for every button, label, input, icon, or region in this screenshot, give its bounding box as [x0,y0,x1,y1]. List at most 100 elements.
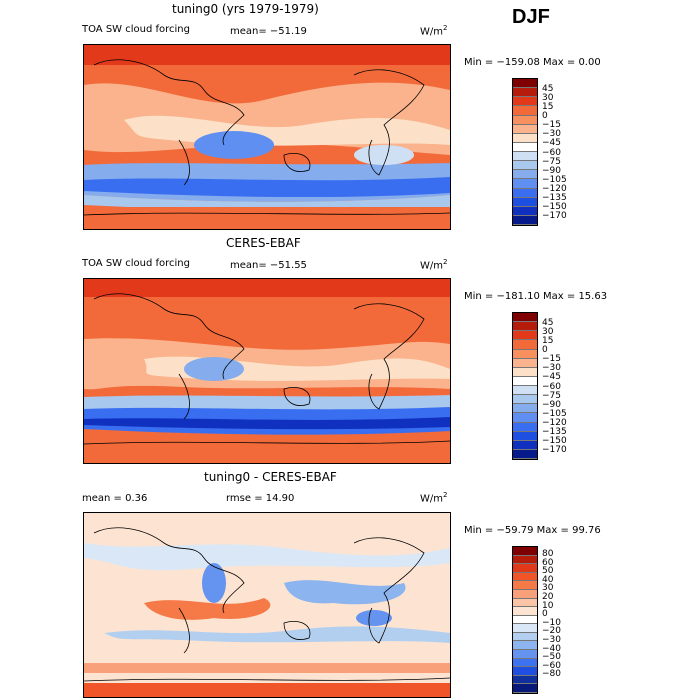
panel2-colorbar-swatch [513,358,537,368]
panel2-variable-label: TOA SW cloud forcing [82,258,190,269]
colorbar-tick-label: −15 [542,120,561,131]
colorbar-tick-label: −80 [542,669,561,680]
panel1-coastlines [84,59,450,216]
panel2-field [84,279,450,463]
panel3-title: tuning0 - CERES-EBAF [204,470,337,484]
panel1-colorbar-swatch [513,197,537,207]
panel2-colorbar-swatch [513,386,537,396]
panel2-colorbar-swatch [513,404,537,414]
panel2-title: CERES-EBAF [226,236,301,250]
colorbar-tick-label: 80 [542,549,554,560]
panel2-colorbar-swatch [513,413,537,423]
colorbar-tick-label: −150 [542,436,567,447]
panel3-colorbar-swatch [513,598,537,608]
colorbar-tick-label: −105 [542,408,567,419]
panel1-field [84,45,450,229]
colorbar-tick-label: −60 [542,381,561,392]
panel3-mean: mean = 0.36 [82,493,148,504]
panel3-units: W/m2 [420,491,448,505]
colorbar-tick-label: 0 [542,609,548,620]
colorbar-tick-label: −15 [542,354,561,365]
panel3-colorbar-swatch [513,667,537,676]
panel1-colorbar-swatch [513,170,537,180]
colorbar-tick-label: −30 [542,363,561,374]
colorbar-tick-label: 0 [542,111,548,121]
panel3-colorbar-swatch [513,547,537,556]
colorbar-tick-label: −135 [542,193,567,204]
panel1-colorbar-swatch [513,161,537,171]
colorbar-tick-label: −170 [542,211,567,222]
panel1-title: tuning0 (yrs 1979-1979) [172,2,319,16]
colorbar-tick-label: −20 [542,626,561,637]
panel2-colorbar-swatch [513,313,537,323]
colorbar-tick-label: −150 [542,202,567,213]
colorbar-tick-label: −30 [542,634,561,645]
colorbar-tick-label: 45 [542,83,554,94]
panel3-minmax: Min = −59.79 Max = 99.76 [464,525,601,536]
colorbar-tick-label: −170 [542,445,567,456]
panel3-colorbar-swatch [513,650,537,659]
panel2-colorbar-swatch [513,376,537,386]
panel1-variable-label: TOA SW cloud forcing [82,24,190,35]
panel1-units: W/m2 [420,24,448,38]
panel1-colorbar-swatch [513,133,537,143]
panel1-colorbar-swatch [513,179,537,189]
panel1-mean: mean= −51.19 [230,26,307,37]
panel1-minmax: Min = −159.08 Max = 0.00 [464,57,601,68]
panel1-colorbar [512,78,538,226]
colorbar-tick-label: −60 [542,660,561,671]
colorbar-tick-label: 50 [542,566,554,577]
colorbar-tick-label: −120 [542,418,567,428]
panel2-colorbar-swatch [513,440,537,450]
panel3-colorbar-swatch [513,624,537,633]
season-label: DJF [512,6,550,28]
panel3-colorbar-swatch [513,615,537,625]
colorbar-tick-label: −10 [542,617,561,628]
panel2-colorbar-swatch [513,340,537,350]
panel3-coastlines [84,527,450,682]
panel3-colorbar-swatch [513,658,537,668]
colorbar-tick-label: −105 [542,174,567,185]
colorbar-tick-label: 45 [542,317,554,328]
panel3-colorbar-swatch [513,632,537,642]
panel3-map [83,512,451,698]
colorbar-tick-label: 10 [542,600,554,611]
panel1-colorbar-swatch [513,152,537,162]
colorbar-tick-label: −135 [542,427,567,438]
colorbar-tick-label: −45 [542,138,561,149]
panel3-colorbar-swatch [513,572,537,582]
panel2-colorbar [512,312,538,460]
panel1-colorbar-swatch [513,188,537,198]
panel1-colorbar-swatch [513,142,537,152]
panel2-colorbar-swatch [513,431,537,441]
panel1-colorbar-swatch [513,88,537,98]
colorbar-tick-label: −120 [542,184,567,194]
panel2-mean: mean= −51.55 [230,260,307,271]
colorbar-tick-label: 15 [542,101,554,112]
panel1-colorbar-swatch [513,106,537,116]
panel2-colorbar-swatch [513,349,537,359]
colorbar-tick-label: 30 [542,583,554,594]
panel3-colorbar-swatch [513,581,537,590]
panel1-colorbar-swatch [513,115,537,125]
panel1-colorbar-swatch [513,206,537,216]
panel3-colorbar [512,546,538,694]
colorbar-tick-label: 0 [542,345,548,355]
panel2-colorbar-swatch [513,331,537,341]
panel3-colorbar-swatch [513,589,537,599]
panel2-colorbar-swatch [513,367,537,377]
panel1-map [83,44,451,230]
panel3-rmse: rmse = 14.90 [226,493,295,504]
panel2-colorbar-swatch [513,395,537,405]
colorbar-tick-label: −40 [542,643,561,654]
colorbar-tick-label: 40 [542,574,554,585]
colorbar-tick-label: 30 [542,326,554,337]
colorbar-tick-label: 30 [542,92,554,103]
colorbar-tick-label: −75 [542,156,561,167]
panel1-colorbar-swatch [513,124,537,134]
colorbar-tick-label: 15 [542,335,554,346]
panel1-colorbar-swatch [513,215,537,225]
colorbar-tick-label: −30 [542,129,561,140]
panel3-colorbar-swatch [513,675,537,685]
colorbar-tick-label: −90 [542,399,561,410]
